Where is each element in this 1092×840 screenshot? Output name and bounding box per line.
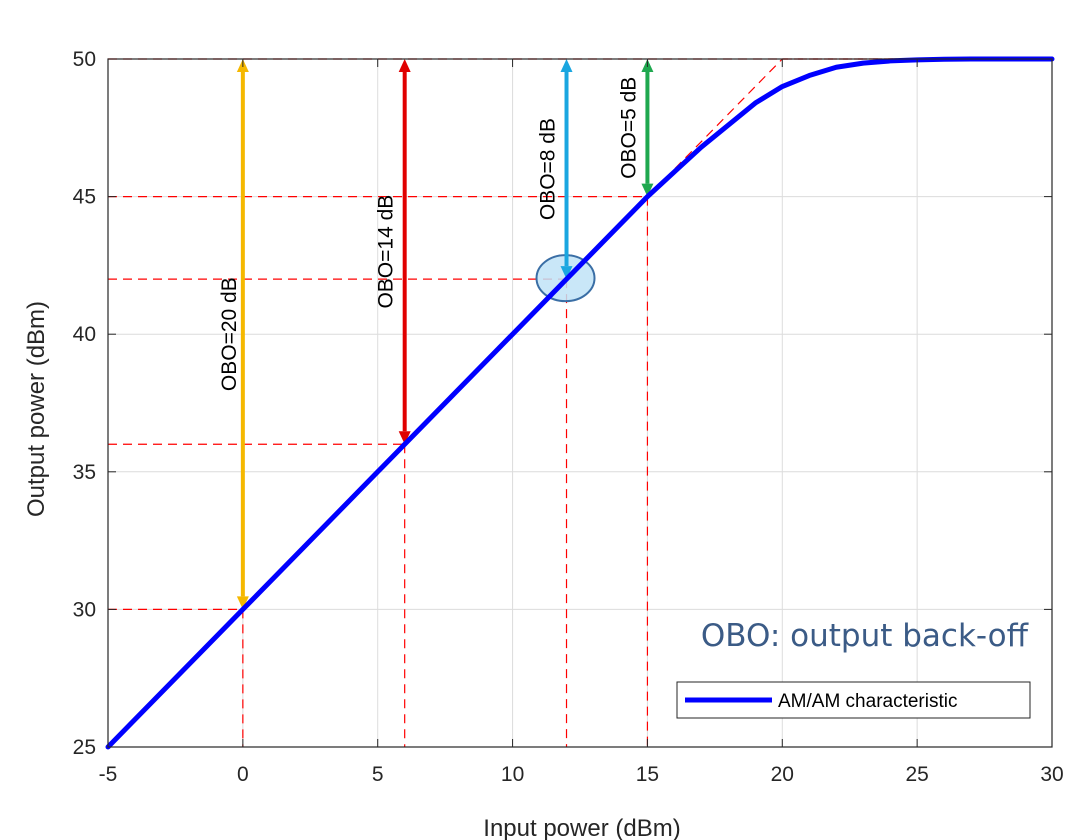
y-tick-label: 40 xyxy=(73,323,96,346)
legend: AM/AM characteristic xyxy=(676,681,1031,719)
x-tick-label: 20 xyxy=(771,763,794,786)
obo-label: OBO=14 dB xyxy=(375,195,398,309)
plot-border xyxy=(107,58,1053,748)
arrow-head-down xyxy=(236,596,249,610)
obo-label: OBO=8 dB xyxy=(537,118,560,220)
x-tick-label: 30 xyxy=(1040,763,1063,786)
x-tick-label: 0 xyxy=(237,763,249,786)
x-tick-label: 5 xyxy=(372,763,384,786)
x-tick-label: -5 xyxy=(99,763,118,786)
obo-note: OBO: output back-off xyxy=(701,618,1029,654)
x-tick-label: 15 xyxy=(636,763,659,786)
obo-label: OBO=5 dB xyxy=(617,77,640,179)
y-tick-label: 25 xyxy=(73,736,96,759)
obo-label: OBO=20 dB xyxy=(218,277,241,391)
arrow-head-down xyxy=(398,431,411,445)
back-off-arrows xyxy=(236,59,654,610)
arrow-head-down xyxy=(641,183,654,197)
x-tick-label: 25 xyxy=(905,763,928,786)
arrow-head-down xyxy=(560,266,573,280)
ticks xyxy=(107,58,1053,748)
y-tick-label: 50 xyxy=(73,48,96,71)
arrow-head-up xyxy=(398,59,411,72)
y-tick-label: 45 xyxy=(73,186,96,209)
x-axis-label: Input power (dBm) xyxy=(483,815,680,840)
y-tick-label: 30 xyxy=(73,598,96,621)
arrow-head-up xyxy=(560,59,573,72)
x-tick-label: 10 xyxy=(501,763,524,786)
obo-labels: OBO=20 dB OBO=14 dB OBO=8 dB OBO=5 dB xyxy=(218,77,641,391)
tick-labels: -5 0 5 10 15 20 25 30 25 30 35 40 45 50 xyxy=(73,48,1064,786)
y-axis-label: Output power (dBm) xyxy=(23,301,50,517)
legend-entry-label: AM/AM characteristic xyxy=(778,691,957,712)
y-tick-label: 35 xyxy=(73,461,96,484)
